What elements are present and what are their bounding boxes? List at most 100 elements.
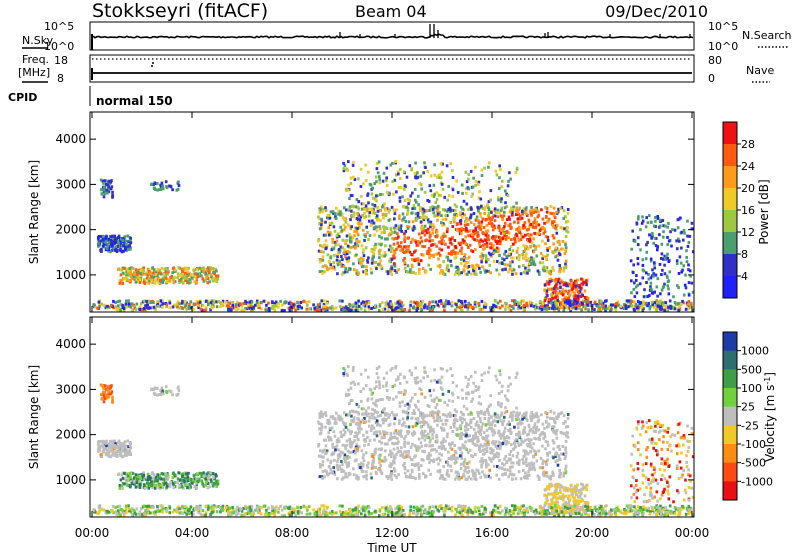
power-cell — [160, 181, 164, 185]
power-cell — [332, 225, 336, 229]
power-cell — [641, 219, 645, 223]
power-cell — [527, 218, 531, 222]
power-cell — [353, 254, 357, 258]
power-cell — [546, 253, 549, 257]
velocity-cell — [552, 425, 556, 429]
power-cell — [514, 209, 518, 213]
power-cell — [373, 204, 377, 207]
power-cell — [625, 299, 629, 303]
velocity-cell — [524, 460, 528, 464]
power-cell — [671, 228, 674, 232]
power-cell — [393, 212, 397, 215]
power-cell — [586, 303, 589, 307]
velocity-cell — [523, 430, 527, 434]
velocity-cell — [507, 457, 511, 461]
velocity-cell — [326, 472, 329, 476]
power-cell — [494, 305, 498, 309]
power-cell — [556, 254, 559, 258]
power-cell — [362, 303, 365, 307]
power-cell — [397, 186, 401, 190]
power-cell — [574, 297, 577, 301]
velocity-cell — [481, 470, 484, 474]
power-cell — [288, 308, 292, 312]
velocity-cell — [318, 416, 322, 419]
power-cell — [466, 229, 470, 233]
velocity-cell — [388, 464, 391, 468]
power-cell — [129, 237, 132, 241]
power-cell — [344, 220, 348, 224]
power-cell — [545, 307, 548, 311]
power-cell — [372, 255, 375, 259]
power-cell — [339, 245, 343, 249]
power-cell — [630, 279, 633, 283]
power-cell — [446, 302, 449, 306]
velocity-cell — [562, 474, 565, 478]
power-cell — [406, 236, 409, 240]
power-cell — [322, 303, 326, 307]
velocity-cell — [408, 455, 412, 459]
velocity-cell — [390, 455, 393, 459]
power-cell — [421, 267, 425, 271]
velocity-cell — [361, 463, 365, 466]
power-cell — [554, 250, 557, 253]
velocity-cell — [420, 420, 423, 424]
power-cell — [284, 300, 287, 304]
power-cell — [254, 303, 257, 307]
power-cell — [566, 301, 570, 305]
velocity-cell — [354, 451, 357, 455]
power-cell — [687, 281, 691, 285]
power-cell — [339, 248, 342, 252]
velocity-cell — [525, 457, 528, 461]
power-cell — [654, 273, 658, 277]
power-cell — [336, 252, 340, 256]
velocity-cell — [524, 412, 528, 416]
power-cell — [107, 248, 111, 251]
power-cell — [353, 230, 356, 234]
velocity-cell — [324, 469, 327, 473]
power-cell — [344, 305, 348, 309]
power-cell — [168, 299, 171, 303]
velocity-cell — [464, 466, 467, 470]
velocity-cell — [529, 416, 533, 420]
velocity-cell — [435, 435, 439, 439]
power-cell — [406, 227, 410, 231]
power-cell — [183, 300, 187, 304]
power-cell — [435, 210, 439, 214]
power-cell — [334, 216, 338, 220]
power-cell — [489, 306, 492, 310]
power-cell — [210, 306, 213, 310]
power-cell — [430, 239, 434, 243]
power-cell — [508, 171, 511, 175]
velocity-cell — [364, 451, 368, 455]
colorbar-segment — [723, 254, 737, 277]
velocity-cell — [490, 415, 493, 419]
power-cell — [412, 271, 415, 274]
power-cell — [659, 301, 663, 305]
power-cell — [491, 228, 495, 232]
power-cell — [688, 234, 692, 238]
power-cell — [538, 229, 542, 232]
power-cell — [677, 272, 681, 275]
power-cell — [325, 244, 329, 248]
power-cell — [494, 169, 498, 173]
velocity-cell — [379, 424, 382, 428]
velocity-cell — [504, 454, 508, 458]
velocity-cell — [485, 474, 488, 478]
velocity-cell — [416, 416, 420, 420]
power-cell — [493, 299, 497, 303]
power-cell — [326, 230, 330, 234]
power-cell — [466, 307, 470, 311]
power-cell — [111, 240, 114, 243]
power-cell — [344, 187, 348, 191]
power-cell — [609, 303, 613, 307]
power-cell — [356, 308, 360, 311]
power-cell — [470, 195, 473, 198]
velocity-cell — [552, 456, 555, 460]
velocity-cell — [510, 443, 513, 447]
velocity-cell — [457, 477, 460, 481]
power-cell — [560, 280, 564, 284]
y-tick-label: 4000 — [55, 132, 86, 146]
power-cell — [164, 274, 168, 278]
velocity-cell — [440, 419, 443, 423]
power-cell — [305, 307, 309, 311]
